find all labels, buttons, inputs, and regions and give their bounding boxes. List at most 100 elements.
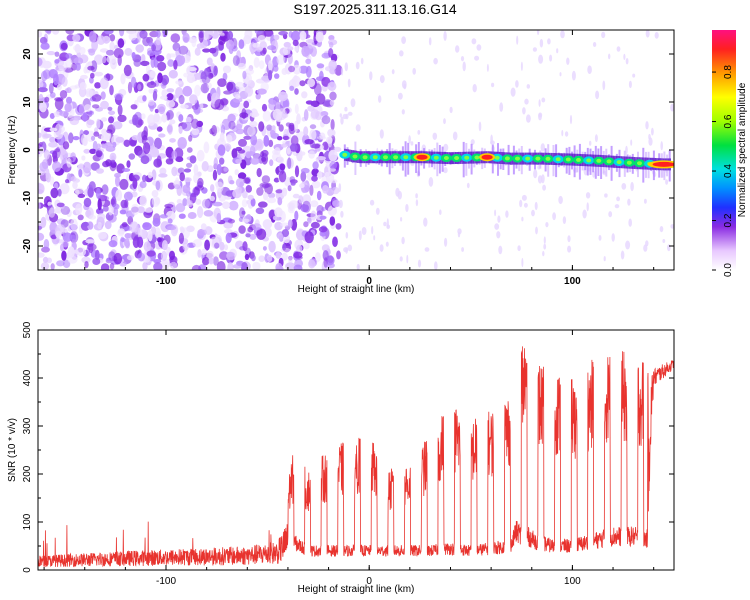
faint-speckle <box>461 247 464 252</box>
faint-speckle <box>515 80 519 88</box>
faint-speckle <box>401 109 405 115</box>
faint-speckle <box>526 84 530 89</box>
noise-blob <box>62 232 73 242</box>
noise-blob <box>112 141 117 148</box>
faint-speckle <box>585 192 591 199</box>
noise-blob <box>287 53 293 65</box>
noise-blob <box>189 155 197 164</box>
faint-speckle <box>587 65 592 74</box>
noise-blob <box>144 207 153 213</box>
noise-blob <box>250 198 256 207</box>
noise-blob <box>49 176 55 186</box>
faint-speckle <box>478 121 482 132</box>
noise-blob <box>216 163 222 176</box>
noise-blob <box>112 121 123 130</box>
noise-blob <box>90 72 95 79</box>
noise-blob <box>121 221 128 228</box>
noise-blob <box>203 141 210 154</box>
noise-blob <box>104 30 114 35</box>
noise-blob <box>120 199 128 209</box>
noise-blob <box>86 243 97 251</box>
noise-blob <box>259 182 270 189</box>
noise-blob <box>178 114 184 122</box>
noise-blob <box>182 85 193 97</box>
faint-speckle <box>439 209 442 215</box>
faint-speckle <box>627 198 631 206</box>
noise-blob <box>217 144 226 156</box>
noise-blob <box>303 109 309 121</box>
noise-blob <box>88 214 97 220</box>
noise-blob <box>186 73 196 84</box>
noise-blob <box>126 255 135 261</box>
faint-speckle <box>533 169 538 179</box>
noise-blob <box>46 51 56 56</box>
noise-blob <box>132 236 140 248</box>
noise-blob <box>277 232 284 240</box>
noise-blob <box>263 192 269 201</box>
noise-blob <box>227 218 235 224</box>
noise-blob <box>157 72 163 84</box>
noise-blob <box>243 135 252 140</box>
noise-blob <box>290 181 296 186</box>
noise-blob <box>225 39 235 50</box>
noise-blob <box>131 203 140 216</box>
noise-blob <box>232 189 242 199</box>
faint-speckle <box>443 167 448 174</box>
noise-blob <box>210 184 215 192</box>
signal-blob-core <box>352 154 358 159</box>
colorbar-tick-label: 0.4 <box>723 164 734 178</box>
noise-blob <box>166 124 173 133</box>
noise-blob <box>243 100 250 109</box>
noise-blob <box>178 94 185 105</box>
noise-blob <box>309 124 317 130</box>
noise-blob <box>317 170 323 180</box>
noise-blob <box>140 54 146 63</box>
noise-blob <box>101 55 107 64</box>
noise-blob <box>316 135 327 140</box>
noise-blob <box>307 78 316 88</box>
noise-blob <box>238 225 246 234</box>
noise-blob <box>158 133 166 138</box>
noise-blob <box>108 110 116 116</box>
noise-blob <box>204 67 210 77</box>
signal-blob-core <box>393 155 399 160</box>
noise-blob <box>100 133 109 142</box>
noise-blob <box>38 232 45 241</box>
noise-blob <box>196 43 205 49</box>
noise-blob <box>232 264 242 269</box>
noise-blob <box>49 136 56 143</box>
noise-blob <box>267 45 277 51</box>
noise-blob <box>154 137 162 149</box>
noise-blob <box>158 106 165 115</box>
noise-blob <box>175 80 183 85</box>
noise-blob <box>296 244 303 253</box>
noise-blob <box>213 157 218 169</box>
noise-blob <box>182 242 189 251</box>
faint-speckle <box>586 202 589 212</box>
noise-blob <box>147 114 156 126</box>
faint-speckle <box>660 141 663 151</box>
noise-blob <box>48 82 54 94</box>
noise-blob <box>128 153 136 160</box>
faint-speckle <box>338 183 342 193</box>
noise-blob <box>256 88 267 95</box>
noise-blob <box>262 246 267 251</box>
noise-blob <box>226 134 233 143</box>
faint-speckle <box>476 44 482 51</box>
noise-blob <box>229 180 235 185</box>
noise-blob <box>237 62 246 70</box>
noise-blob <box>153 158 163 168</box>
noise-blob <box>170 33 181 43</box>
noise-blob <box>163 262 172 268</box>
noise-blob <box>238 138 247 147</box>
noise-blob <box>278 170 287 183</box>
noise-blob <box>70 218 78 231</box>
faint-speckle <box>537 175 543 184</box>
faint-speckle <box>434 261 438 270</box>
faint-speckle <box>497 215 501 223</box>
noise-blob <box>79 47 86 55</box>
faint-speckle <box>670 224 674 229</box>
faint-speckle <box>452 131 458 141</box>
noise-blob <box>99 77 109 90</box>
